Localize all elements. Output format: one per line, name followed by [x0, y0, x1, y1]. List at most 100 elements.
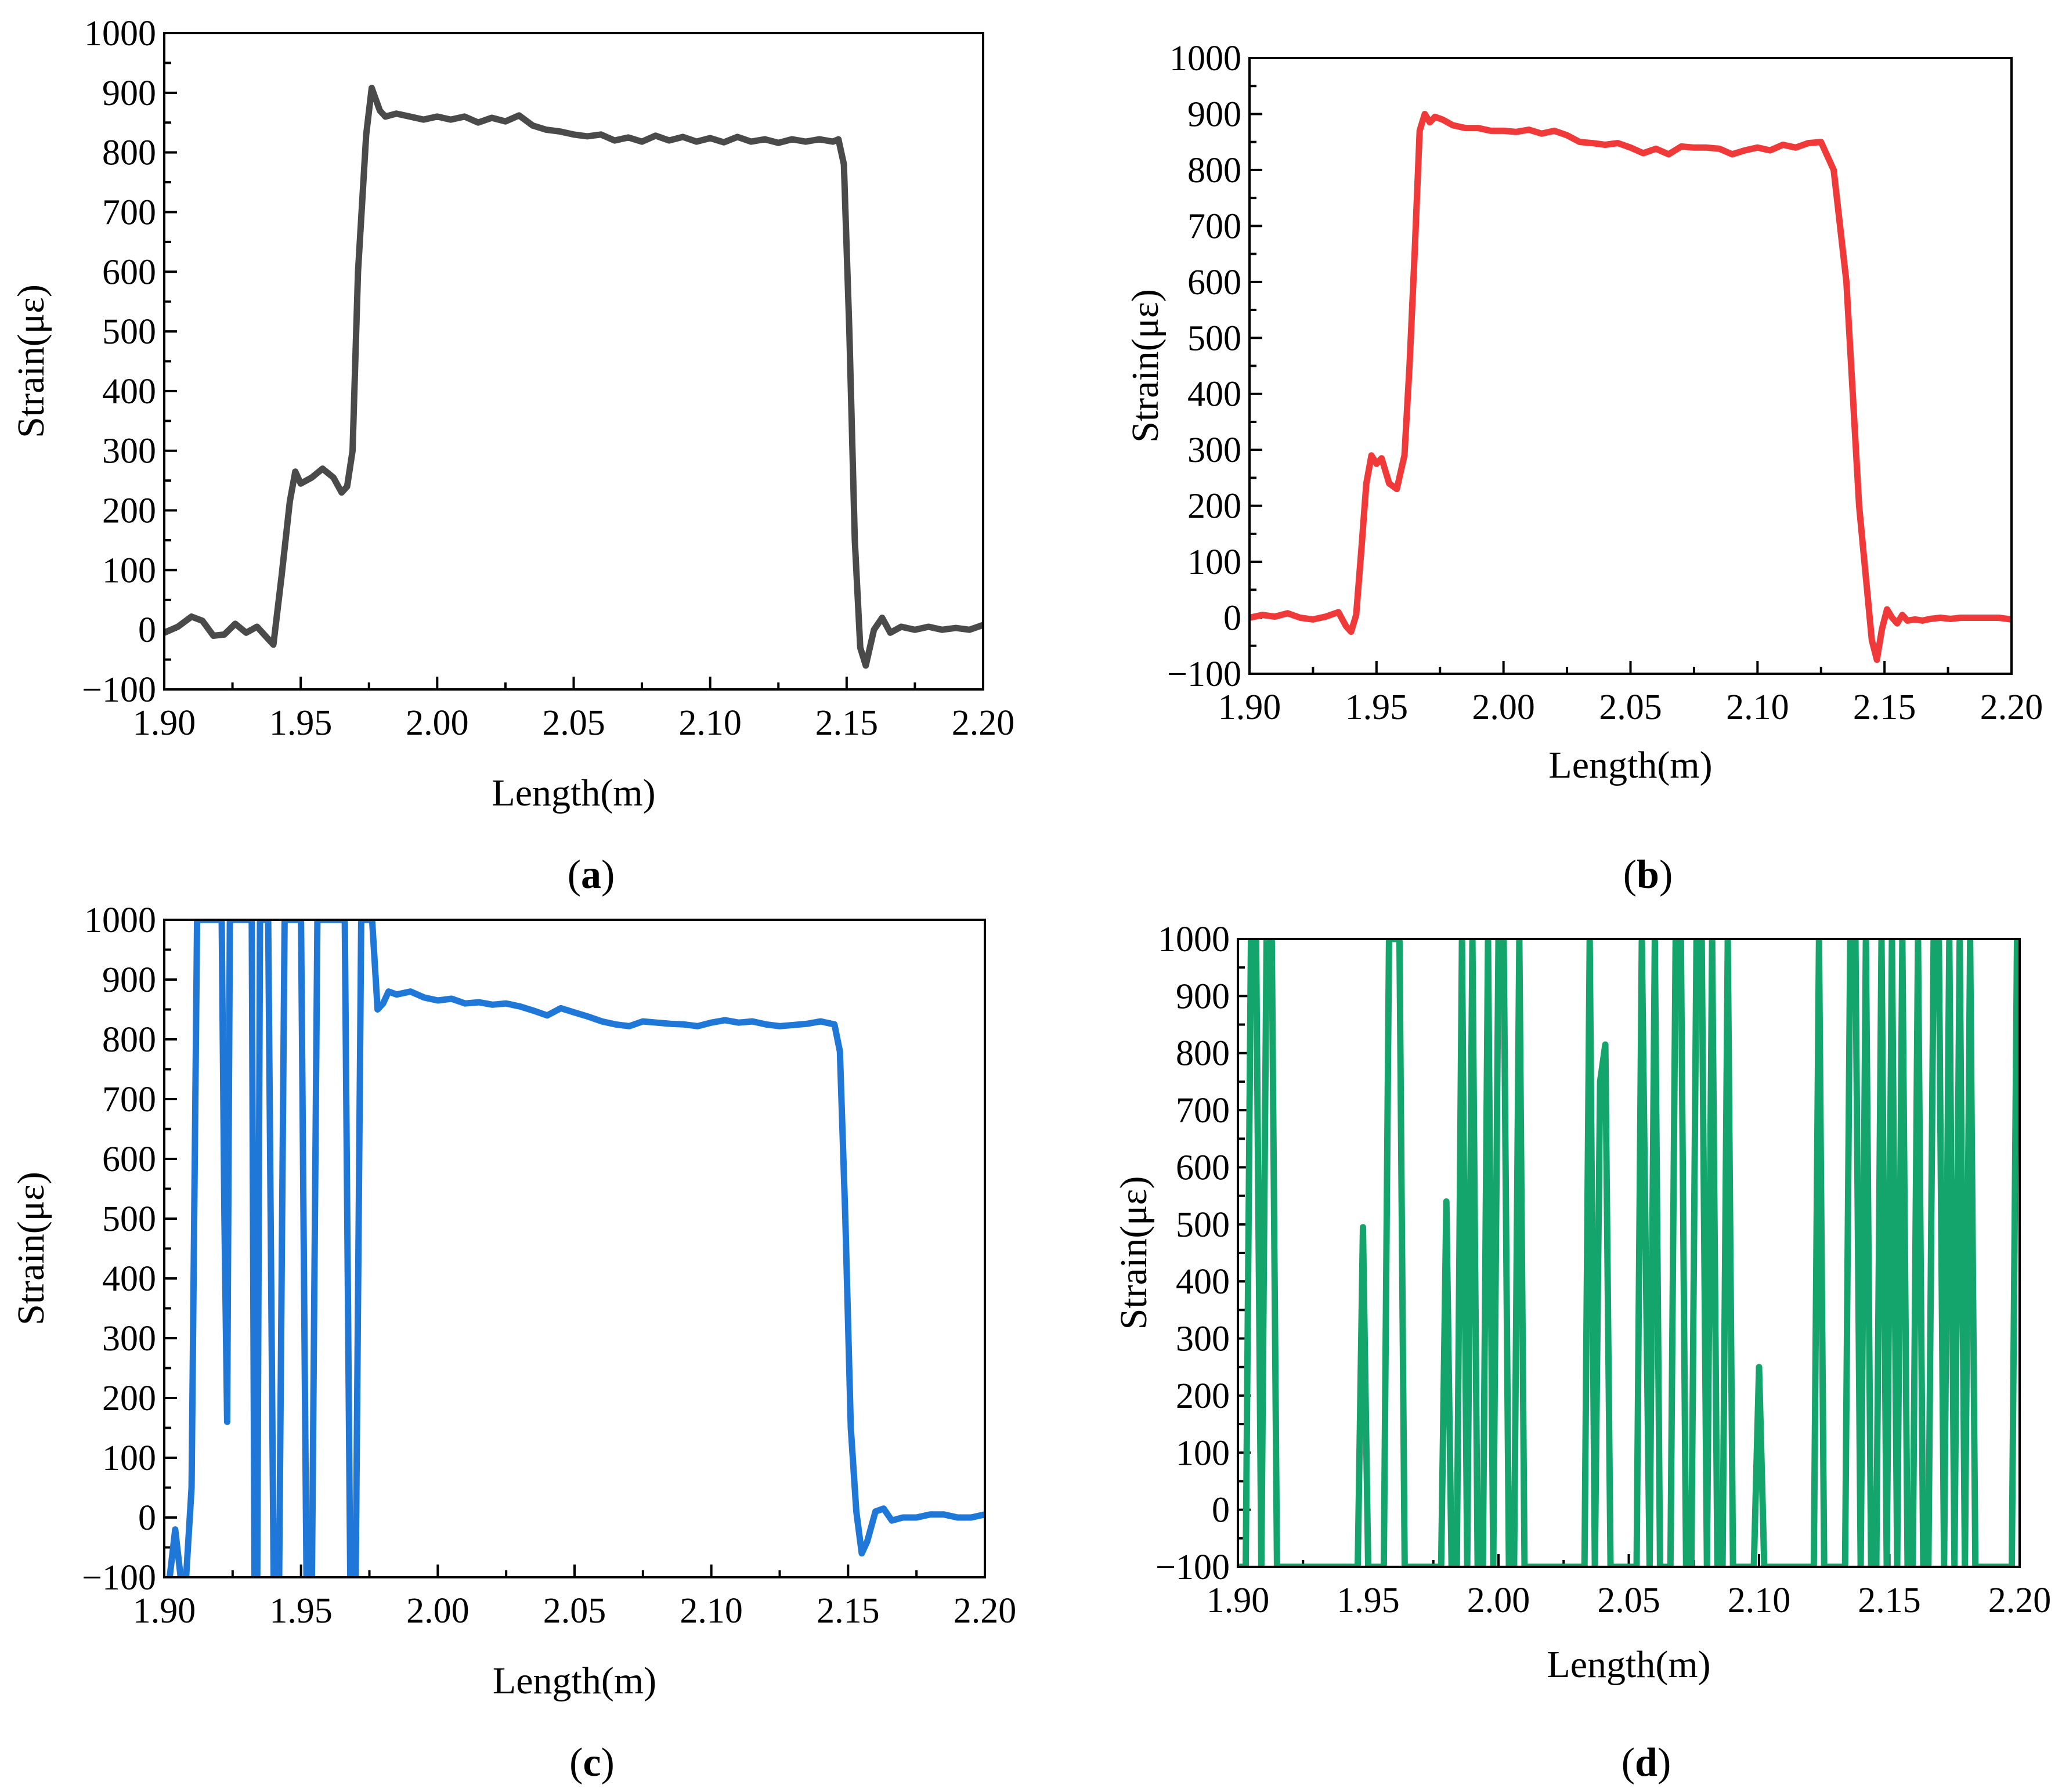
y-tick-label: 300 [102, 432, 156, 471]
plot-frame [163, 32, 984, 691]
x-tick-label: 1.95 [269, 1591, 333, 1631]
y-tick-label: 0 [1223, 599, 1241, 638]
y-tick-label: 600 [1176, 1148, 1230, 1187]
x-axis-title: Length(m) [1547, 1643, 1710, 1686]
x-tick-label: 1.90 [1207, 1581, 1270, 1620]
y-tick-label: 100 [102, 551, 156, 590]
y-tick-label: 600 [1187, 263, 1241, 302]
x-tick-label: 2.05 [542, 703, 605, 743]
x-axis-title: Length(m) [493, 1660, 656, 1702]
y-tick-label: 700 [1176, 1091, 1230, 1130]
y-tick-label: 700 [1187, 207, 1241, 246]
y-tick-label: 500 [102, 1200, 156, 1239]
x-tick-label: 2.20 [1980, 688, 2043, 727]
y-tick-labels: −100 0 100 200 300 400 500 600 700 800 900 1000 [82, 14, 156, 710]
series-line [1238, 939, 2020, 1567]
y-tick-label: 100 [1187, 543, 1241, 582]
y-tick-label: 500 [1187, 319, 1241, 358]
y-tick-label: 1000 [84, 14, 156, 53]
y-tick-label: −100 [1167, 655, 1241, 694]
y-tick-label: 500 [1176, 1205, 1230, 1245]
y-tick-label: 1000 [84, 901, 156, 940]
y-tick-label: 200 [102, 492, 156, 531]
x-tick-label: 2.05 [1599, 688, 1662, 727]
y-axis-title: Strain(με) [10, 284, 52, 438]
y-tick-label: 0 [138, 610, 156, 650]
x-tick-label: 2.00 [406, 1591, 470, 1631]
y-tick-label: −100 [82, 1558, 156, 1598]
panel-letter: a [581, 852, 601, 897]
y-tick-label: 800 [1176, 1034, 1230, 1074]
x-tick-labels: 1.90 1.95 2.00 2.05 2.10 2.15 2.20 [133, 703, 1015, 743]
panel-a: −100 0 100 200 300 400 500 600 700 800 900 1000 1.9… [10, 14, 1014, 897]
y-tick-label: 800 [102, 133, 156, 173]
x-tick-label: 1.95 [1337, 1581, 1400, 1620]
x-tick-label: 2.10 [1726, 688, 1789, 727]
y-tick-label: 400 [1176, 1262, 1230, 1302]
panel-label: (a) [568, 852, 615, 897]
x-tick-label: 1.90 [1218, 688, 1281, 727]
plot-frame [1237, 938, 2021, 1568]
y-tick-label: 900 [102, 74, 156, 113]
x-tick-label: 1.90 [133, 703, 196, 743]
y-axis-title: Strain(με) [1124, 289, 1167, 443]
y-tick-label: 700 [102, 1080, 156, 1119]
x-tick-label: 2.15 [815, 703, 879, 743]
y-tick-label: 100 [1176, 1433, 1230, 1473]
x-tick-label: 1.95 [269, 703, 333, 743]
y-tick-label: 200 [102, 1379, 156, 1418]
y-tick-label: 400 [102, 372, 156, 411]
y-tick-label: 0 [1212, 1491, 1230, 1530]
y-tick-label: 300 [102, 1319, 156, 1359]
panel-b: −100 0 100 200 300 400 500 600 700 800 900 1000 1.9… [1124, 39, 2043, 897]
x-tick-labels: 1.90 1.95 2.00 2.05 2.10 2.15 2.20 [133, 1591, 1017, 1631]
y-tick-label: 900 [1176, 977, 1230, 1016]
y-axis-title: Strain(με) [10, 1172, 52, 1325]
panel-label: (c) [569, 1740, 615, 1785]
y-tick-labels: −100 0 100 200 300 400 500 600 700 800 900 1000 [1155, 920, 1230, 1587]
panel-c: −100 0 100 200 300 400 500 600 700 800 900 1000 1.9… [10, 901, 1016, 1785]
x-tick-label: 2.10 [680, 1591, 743, 1631]
y-tick-label: 800 [1187, 151, 1241, 190]
y-tick-label: 700 [102, 193, 156, 232]
x-tick-label: 2.05 [1597, 1581, 1660, 1620]
y-tick-label: 800 [102, 1020, 156, 1060]
x-tick-label: 2.15 [1853, 688, 1916, 727]
series-line [1250, 111, 2012, 663]
x-tick-label: 2.20 [1988, 1581, 2052, 1620]
panel-letter: b [1637, 852, 1659, 897]
x-tick-label: 2.20 [952, 703, 1015, 743]
plot-frame [163, 919, 986, 1578]
panel-letter: c [583, 1740, 601, 1785]
x-tick-label: 2.10 [678, 703, 742, 743]
plot-frame [1248, 57, 2013, 675]
x-tick-label: 2.15 [817, 1591, 880, 1631]
y-tick-label: 900 [1187, 95, 1241, 134]
panel-letter: d [1635, 1740, 1657, 1785]
y-tick-label: −100 [1155, 1548, 1230, 1587]
x-tick-label: 2.15 [1858, 1581, 1921, 1620]
panel-d: −100 0 100 200 300 400 500 600 700 800 900 1000 1.9… [1113, 920, 2051, 1785]
axis-ticks [163, 919, 986, 1578]
x-tick-label: 2.00 [1467, 1581, 1530, 1620]
x-tick-label: 2.00 [406, 703, 469, 743]
x-axis-title: Length(m) [492, 772, 655, 814]
y-tick-label: 300 [1176, 1320, 1230, 1359]
x-tick-labels: 1.90 1.95 2.00 2.05 2.10 2.15 2.20 [1218, 688, 2043, 727]
series-line [166, 920, 985, 1577]
y-axis-title: Strain(με) [1113, 1176, 1155, 1330]
y-tick-label: 600 [102, 252, 156, 292]
y-tick-label: −100 [82, 670, 156, 710]
x-tick-label: 2.10 [1728, 1581, 1791, 1620]
x-axis-title: Length(m) [1548, 744, 1712, 786]
y-tick-label: 300 [1187, 431, 1241, 470]
x-tick-label: 2.05 [543, 1591, 606, 1631]
y-tick-label: 500 [102, 312, 156, 352]
y-tick-label: 200 [1187, 487, 1241, 526]
x-tick-label: 2.00 [1472, 688, 1535, 727]
y-tick-labels: −100 0 100 200 300 400 500 600 700 800 900 1000 [1167, 39, 1241, 694]
y-tick-label: 100 [102, 1439, 156, 1478]
y-tick-label: 1000 [1169, 39, 1241, 78]
panel-label: (b) [1623, 852, 1673, 897]
